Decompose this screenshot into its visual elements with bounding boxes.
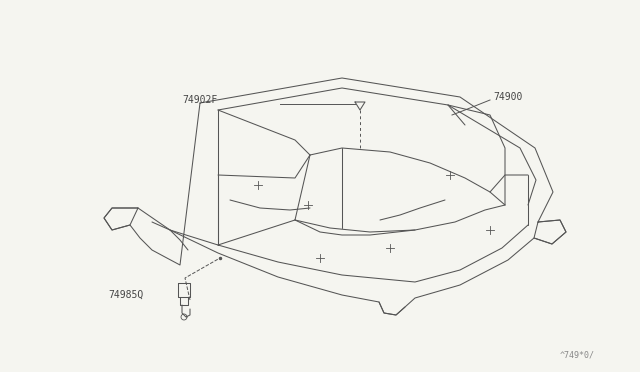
Text: 74900: 74900: [493, 92, 522, 102]
Text: 74985Q: 74985Q: [108, 290, 143, 300]
Text: 74902F: 74902F: [183, 95, 218, 105]
Text: ^749*0/: ^749*0/: [560, 351, 595, 360]
